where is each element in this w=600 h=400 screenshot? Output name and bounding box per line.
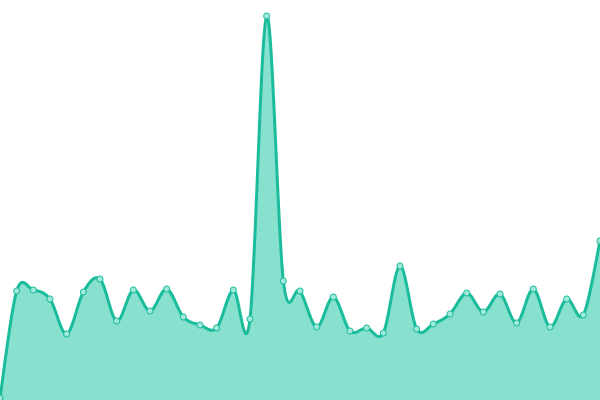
data-point (213, 324, 221, 332)
data-point (496, 290, 504, 298)
data-point (396, 262, 404, 270)
data-point (429, 320, 437, 328)
data-point (379, 329, 387, 337)
data-point (96, 275, 104, 283)
data-point (529, 285, 537, 293)
data-point (46, 295, 54, 303)
area-fill (0, 15, 600, 400)
data-point (563, 295, 571, 303)
data-point (579, 311, 587, 319)
data-point (596, 237, 600, 245)
data-point (229, 286, 237, 294)
data-point (313, 323, 321, 331)
data-point (413, 325, 421, 333)
data-point (63, 330, 71, 338)
data-point (246, 315, 254, 323)
data-point (279, 277, 287, 285)
data-point (296, 287, 304, 295)
data-point (29, 286, 37, 294)
data-point (179, 313, 187, 321)
data-point (79, 288, 87, 296)
data-point (446, 310, 454, 318)
data-point (546, 323, 554, 331)
data-point (263, 12, 271, 20)
data-point (479, 308, 487, 316)
data-point (13, 287, 21, 295)
data-point (113, 317, 121, 325)
data-point (346, 327, 354, 335)
data-point (463, 289, 471, 297)
data-point (196, 321, 204, 329)
data-point (129, 286, 137, 294)
data-point (513, 319, 521, 327)
data-point (329, 293, 337, 301)
data-point (163, 285, 171, 293)
data-point (146, 307, 154, 315)
data-point (363, 324, 371, 332)
data-points (0, 12, 600, 400)
data-point (0, 394, 4, 400)
